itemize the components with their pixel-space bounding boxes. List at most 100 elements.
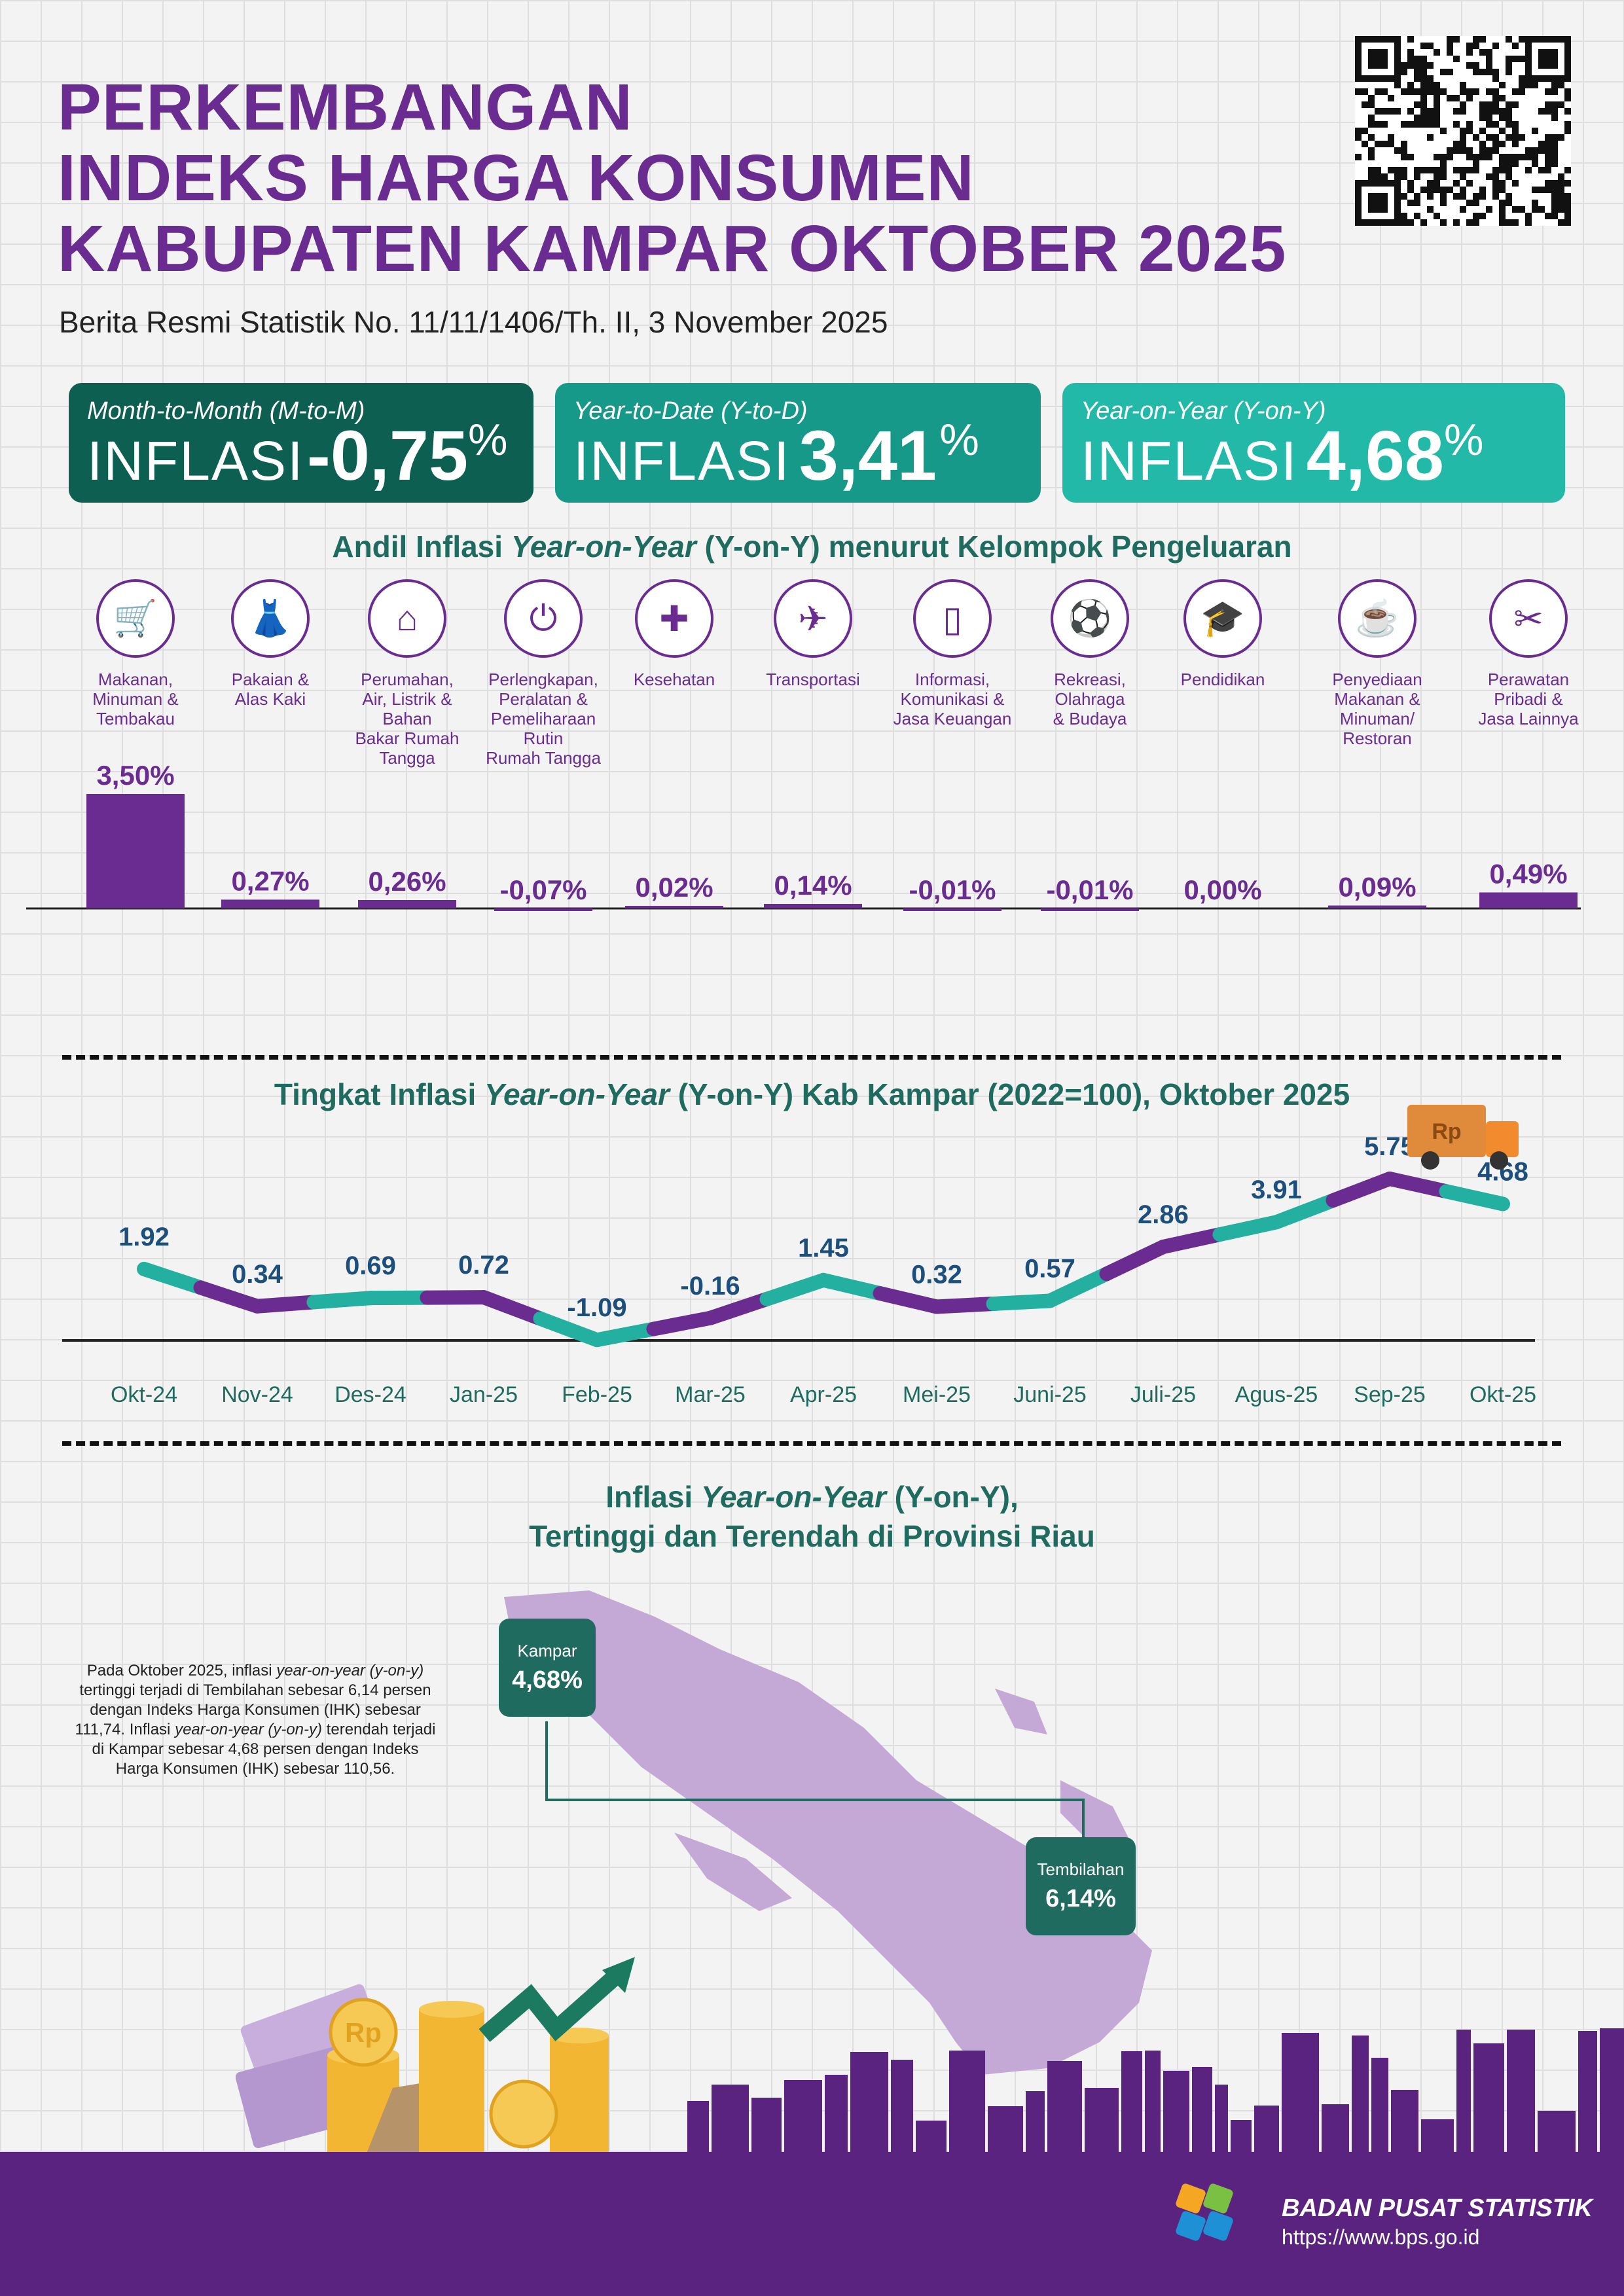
card-ytd-word: INFLASI <box>573 430 791 492</box>
qr-module <box>1414 213 1420 219</box>
qr-module <box>1401 121 1407 128</box>
qr-module <box>1381 108 1388 115</box>
qr-module <box>1512 56 1519 62</box>
qr-module <box>1453 121 1460 128</box>
qr-module <box>1466 43 1473 49</box>
line-segment <box>590 1321 661 1348</box>
bps-logo-icon <box>1176 2183 1233 2241</box>
qr-module <box>1512 88 1519 95</box>
qr-module <box>1368 173 1375 180</box>
bar-value-label: 0,49% <box>1489 859 1567 889</box>
line-segment <box>646 1310 717 1336</box>
line-segment <box>873 1286 944 1314</box>
org-url[interactable]: https://www.bps.go.id <box>1282 2225 1480 2249</box>
island-shape-2 <box>1060 1780 1132 1846</box>
category-item: ✈ Transportasi <box>748 579 878 689</box>
line-segment <box>1326 1172 1397 1208</box>
qr-module <box>1460 173 1466 180</box>
qr-module <box>1427 75 1434 82</box>
card-mtm: Month-to-Month (M-to-M) INFLASI -0,75% <box>69 383 533 503</box>
qr-module <box>1427 180 1434 187</box>
rupiah-coin-text: Rp <box>345 2017 382 2048</box>
bar-value-label: 0,26% <box>368 866 446 897</box>
x-tick-label: Mar-25 <box>675 1382 746 1407</box>
qr-module <box>1375 141 1381 147</box>
qr-module <box>1532 82 1538 88</box>
qr-code-icon[interactable] <box>1355 36 1571 226</box>
qr-module <box>1394 167 1401 173</box>
qr-module <box>1460 128 1466 134</box>
qr-module <box>1532 147 1538 154</box>
qr-module <box>1375 173 1381 180</box>
qr-module <box>1368 154 1375 160</box>
qr-module <box>1381 141 1388 147</box>
building-shape <box>1538 2111 1576 2155</box>
qr-module <box>1427 187 1434 193</box>
qr-module <box>1499 160 1506 167</box>
truck-wheel <box>1490 1151 1508 1170</box>
category-label: Perawatan Pribadi & Jasa Lainnya <box>1478 670 1579 728</box>
x-tick-label: Mei-25 <box>903 1382 971 1407</box>
building-shape <box>687 2101 709 2155</box>
line-segment <box>137 1261 208 1295</box>
building-shape <box>1145 2051 1161 2155</box>
qr-module <box>1460 147 1466 154</box>
card-yoy-unit: % <box>1443 415 1484 465</box>
scissors-comb-icon: ✂ <box>1489 579 1568 658</box>
tembilahan-callout: Tembilahan 6,14% <box>1026 1837 1136 1935</box>
line-segment <box>193 1280 264 1314</box>
football-player-icon: ⚽ <box>1051 579 1129 658</box>
qr-module <box>1538 141 1545 147</box>
qr-module <box>1499 219 1506 226</box>
qr-module <box>1355 88 1362 95</box>
qr-module <box>1532 128 1538 134</box>
tembilahan-name: Tembilahan <box>1037 1859 1125 1879</box>
category-item: ✚ Kesehatan <box>609 579 740 689</box>
qr-module <box>1466 147 1473 154</box>
qr-module <box>1414 101 1420 108</box>
qr-module <box>1551 108 1558 115</box>
qr-module <box>1499 180 1506 187</box>
x-tick-label: Agus-25 <box>1235 1382 1318 1407</box>
x-tick-label: Okt-24 <box>111 1382 177 1407</box>
qr-module <box>1538 147 1545 154</box>
qr-module <box>1453 108 1460 115</box>
line-segment <box>1439 1184 1510 1211</box>
qr-module <box>1492 101 1499 108</box>
qr-module <box>1388 108 1394 115</box>
qr-module <box>1453 180 1460 187</box>
yoy-section-title: Tingkat Inflasi Year-on-Year (Y-on-Y) Ka… <box>274 1077 1350 1111</box>
qr-module <box>1447 147 1453 154</box>
qr-module <box>1427 108 1434 115</box>
card-yoy-label: Year-on-Year (Y-on-Y) <box>1081 397 1326 425</box>
qr-module <box>1486 173 1492 180</box>
line-value-label: 0.57 <box>1024 1254 1075 1283</box>
qr-module <box>1375 108 1381 115</box>
qr-module <box>1512 180 1519 187</box>
qr-module <box>1427 88 1434 95</box>
qr-module <box>1512 206 1519 213</box>
qr-module <box>1551 134 1558 141</box>
building-shape <box>1473 2043 1504 2155</box>
qr-module <box>1538 167 1545 173</box>
qr-module <box>1427 134 1434 141</box>
qr-module <box>1447 187 1453 193</box>
qr-module <box>1460 141 1466 147</box>
qr-module <box>1440 200 1447 206</box>
qr-module <box>1375 167 1381 173</box>
building-shape <box>1371 2058 1388 2155</box>
qr-module <box>1558 187 1564 193</box>
bar-mark <box>86 794 185 908</box>
qr-module <box>1558 180 1564 187</box>
qr-module <box>1368 95 1375 101</box>
qr-module <box>1519 36 1525 43</box>
line-segment <box>477 1290 548 1326</box>
qr-module <box>1466 121 1473 128</box>
qr-module <box>1551 101 1558 108</box>
qr-module <box>1492 141 1499 147</box>
qr-module <box>1512 43 1519 49</box>
qr-module <box>1473 69 1479 75</box>
line-segment <box>306 1291 378 1310</box>
qr-module <box>1420 75 1427 82</box>
coin-stack-icon-3 <box>550 2028 609 2153</box>
